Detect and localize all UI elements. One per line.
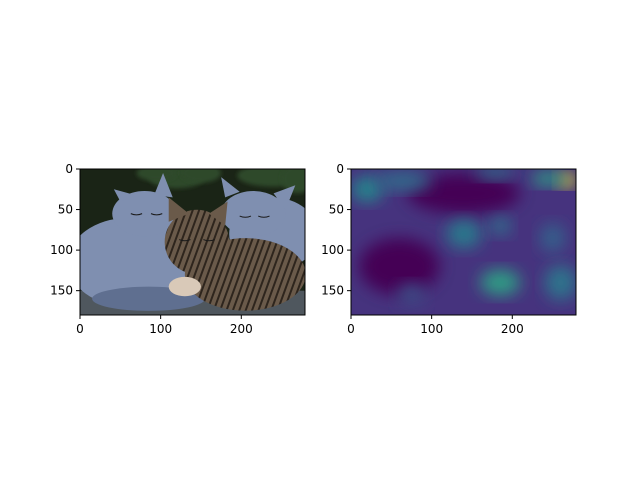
heatmap-hotspot-3 [530,171,567,186]
heatmap-hotspot-4 [474,169,515,180]
left-axes-frame [79,168,306,316]
right-kitten-head [221,191,286,237]
left-kitten-ear-right [154,173,173,198]
right-x-ticks: 0 100 200 [347,315,524,336]
heatmap-hotspot-6 [488,216,512,236]
foliage-patch-4 [136,169,177,182]
closed-eye-2 [130,213,143,216]
tabby-kitten-paw [168,276,201,297]
right-kitten-ear-left [221,177,240,198]
heatmap-hotspot-7 [480,269,521,296]
right-y-tick-label-3: 150 [321,284,344,298]
heatmap-hotspot-1 [375,171,432,191]
left-x-tick-label-0: 0 [76,322,84,336]
right-y-tick-label-1: 50 [329,203,344,217]
right-x-tick-label-2: 200 [501,322,524,336]
right-kitten-ear-right [273,185,296,210]
heatmap-hotspot-10 [396,283,426,307]
kittens-photo [80,169,305,315]
tabby-kitten-head [164,209,230,275]
tabby-kitten-ear-right [209,201,228,226]
left-x-ticks: 0 100 200 [76,315,253,336]
left-kitten-head [112,191,177,237]
left-y-tick-label-1: 50 [58,203,73,217]
left-x-tick-label-1: 100 [149,322,172,336]
left-kitten-ear-left [113,189,135,202]
heatmap-image [351,169,576,315]
right-axes-frame [350,168,577,316]
heatmap-hotspot-8 [544,264,576,301]
heatmap-hotspot-5 [446,219,482,249]
closed-eye-1 [203,239,215,242]
tabby-kitten-ear-left [168,197,189,222]
left-y-tick-label-3: 150 [50,284,73,298]
right-heatmap-axes: 0 100 200 0 50 100 150 [321,162,577,336]
left-y-tick-label-2: 100 [50,243,73,257]
heatmap-low-region-2 [359,238,440,295]
closed-eye-5 [258,215,270,218]
heatmap-hotspot-9 [539,223,566,253]
right-x-tick-label-0: 0 [347,322,355,336]
left-image-axes: 0 100 200 0 50 100 150 [50,162,306,336]
left-y-tick-label-0: 0 [65,162,73,176]
foliage-patch-3 [281,169,305,194]
closed-eye-3 [150,213,163,216]
right-y-tick-label-0: 0 [336,162,344,176]
right-x-tick-label-1: 100 [420,322,443,336]
heatmap-low-region [407,173,521,214]
left-y-ticks: 0 50 100 150 [50,162,80,298]
foliage-patch-1 [180,169,222,183]
left-kitten-body [80,217,189,307]
heatmap-hotspot-0 [351,176,384,203]
closed-eye-4 [239,215,252,218]
left-x-tick-label-2: 200 [230,322,253,336]
right-y-tick-label-2: 100 [321,243,344,257]
closed-eye-0 [178,239,191,242]
right-y-ticks: 0 50 100 150 [321,162,351,298]
